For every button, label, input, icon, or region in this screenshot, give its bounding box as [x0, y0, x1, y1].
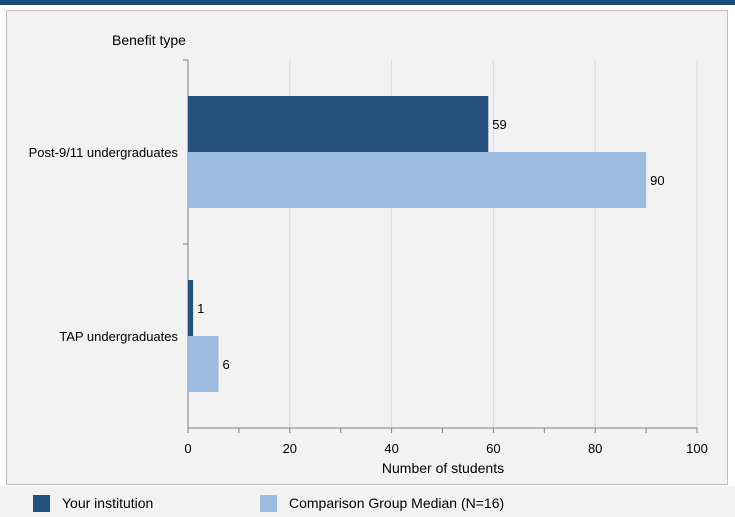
x-tick-label: 40 [384, 441, 398, 456]
data-label: 90 [650, 173, 664, 188]
bar [188, 96, 489, 152]
x-tick-label: 100 [686, 441, 708, 456]
bar [188, 280, 194, 336]
category-label: TAP undergraduates [59, 329, 178, 344]
legend-label-your-institution: Your institution [62, 495, 154, 511]
legend-label-comparison-group: Comparison Group Median (N=16) [289, 495, 505, 511]
bar [188, 152, 647, 208]
labels: 0 20 40 60 80 100 Post-9/11 undergraduates 59 90… [29, 117, 708, 456]
legend-swatch-comparison-group [260, 494, 277, 512]
x-tick-label: 60 [486, 441, 500, 456]
bar [188, 336, 219, 392]
x-tick-label: 0 [184, 441, 191, 456]
legend: Your institution Comparison Group Median… [0, 486, 735, 517]
data-label: 1 [197, 301, 204, 316]
header-rule [0, 0, 735, 5]
data-label: 59 [492, 117, 506, 132]
legend-item-comparison-group: Comparison Group Median (N=16) [260, 494, 504, 512]
category-label: Post-9/11 undergraduates [29, 145, 179, 160]
x-axis-title: Number of students [382, 460, 504, 476]
bar-chart: 0 20 40 60 80 100 Post-9/11 undergraduates 59 90… [29, 32, 708, 476]
legend-swatch-your-institution [33, 494, 50, 512]
category-axis-title: Benefit type [112, 32, 186, 48]
legend-item-your-institution: Your institution [33, 494, 153, 512]
data-label: 6 [223, 357, 230, 372]
x-tick-label: 80 [588, 441, 602, 456]
bars [188, 96, 647, 392]
x-tick-label: 20 [283, 441, 297, 456]
chart-frame [6, 10, 728, 485]
